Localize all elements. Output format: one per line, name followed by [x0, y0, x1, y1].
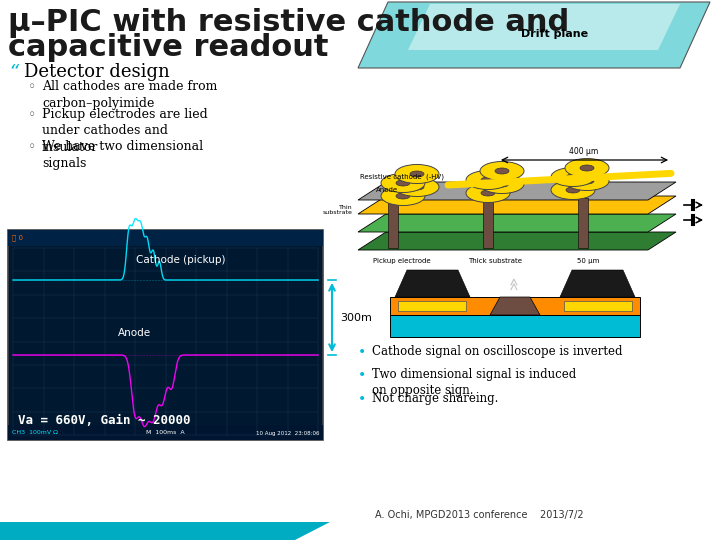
- Text: Cathode (pickup): Cathode (pickup): [137, 255, 226, 265]
- Text: A. Ochi, MPGD2013 conference    2013/7/2: A. Ochi, MPGD2013 conference 2013/7/2: [375, 510, 584, 520]
- Bar: [564, 301, 632, 311]
- Text: “: “: [8, 62, 18, 81]
- Ellipse shape: [580, 178, 594, 184]
- Text: μ–PIC with resistive cathode and: μ–PIC with resistive cathode and: [8, 8, 570, 38]
- Text: ◦: ◦: [28, 140, 36, 154]
- Polygon shape: [358, 182, 676, 200]
- Ellipse shape: [396, 193, 410, 199]
- Bar: [390, 297, 640, 315]
- Polygon shape: [560, 270, 635, 297]
- Text: ◦: ◦: [28, 108, 36, 122]
- Ellipse shape: [566, 174, 580, 180]
- Ellipse shape: [481, 177, 495, 183]
- Ellipse shape: [480, 174, 524, 193]
- Text: Anode: Anode: [376, 187, 398, 193]
- Text: •: •: [358, 368, 366, 382]
- Text: We have two dimensional
signals: We have two dimensional signals: [42, 140, 203, 170]
- Text: CH3  100mV Ω: CH3 100mV Ω: [12, 430, 58, 435]
- Text: Thin
substrate: Thin substrate: [323, 205, 353, 215]
- Polygon shape: [0, 522, 330, 540]
- Text: Va = 660V, Gain ~ 20000: Va = 660V, Gain ~ 20000: [18, 414, 191, 427]
- Polygon shape: [358, 214, 676, 232]
- Text: ⬛ 0: ⬛ 0: [12, 235, 23, 241]
- Ellipse shape: [481, 190, 495, 196]
- Text: Thick substrate: Thick substrate: [468, 258, 522, 264]
- Polygon shape: [490, 297, 540, 315]
- Bar: [388, 198, 398, 248]
- Ellipse shape: [480, 161, 524, 180]
- Ellipse shape: [565, 172, 609, 191]
- Text: •: •: [358, 392, 366, 406]
- Ellipse shape: [551, 167, 595, 186]
- Text: capacitive readout: capacitive readout: [8, 33, 328, 62]
- Bar: [8, 230, 323, 246]
- Ellipse shape: [566, 187, 580, 193]
- Text: 10 Aug 2012  23:08:06: 10 Aug 2012 23:08:06: [256, 430, 319, 435]
- Bar: [8, 230, 323, 440]
- Ellipse shape: [381, 186, 425, 206]
- Text: •: •: [358, 345, 366, 359]
- Text: Detector design: Detector design: [24, 63, 170, 81]
- Text: M  100ms  A: M 100ms A: [145, 430, 184, 435]
- Text: ◦: ◦: [28, 80, 36, 94]
- Ellipse shape: [466, 184, 510, 202]
- Bar: [398, 301, 466, 311]
- Ellipse shape: [580, 165, 594, 171]
- Bar: [390, 315, 640, 337]
- Polygon shape: [358, 196, 676, 214]
- Text: Drift plane: Drift plane: [521, 29, 588, 39]
- Bar: [8, 425, 323, 440]
- Text: 50 μm: 50 μm: [577, 258, 599, 264]
- Text: Pickup electrode: Pickup electrode: [373, 258, 431, 264]
- Ellipse shape: [381, 173, 425, 192]
- Ellipse shape: [410, 184, 424, 190]
- Ellipse shape: [495, 181, 509, 187]
- Text: Pickup electrodes are lied
under cathodes and
insulator: Pickup electrodes are lied under cathode…: [42, 108, 208, 154]
- Ellipse shape: [495, 168, 509, 174]
- Ellipse shape: [551, 180, 595, 199]
- Text: Anode: Anode: [117, 328, 150, 338]
- Ellipse shape: [410, 171, 424, 177]
- Text: Cathode signal on oscilloscope is inverted: Cathode signal on oscilloscope is invert…: [372, 345, 623, 358]
- Text: Two dimensional signal is induced
on opposite sign.: Two dimensional signal is induced on opp…: [372, 368, 576, 397]
- Bar: [483, 198, 493, 248]
- Polygon shape: [358, 2, 710, 68]
- Ellipse shape: [396, 180, 410, 186]
- Polygon shape: [395, 270, 470, 297]
- Text: All cathodes are made from
carbon–polyimide: All cathodes are made from carbon–polyim…: [42, 80, 217, 110]
- Bar: [578, 198, 588, 248]
- Polygon shape: [358, 232, 676, 250]
- Text: 300m: 300m: [340, 313, 372, 323]
- Text: ≫: ≫: [508, 276, 521, 289]
- Ellipse shape: [395, 165, 439, 184]
- Polygon shape: [408, 4, 680, 50]
- Ellipse shape: [466, 171, 510, 190]
- Ellipse shape: [565, 159, 609, 178]
- Text: Resistive cathode  (-HV): Resistive cathode (-HV): [360, 174, 444, 180]
- Ellipse shape: [395, 178, 439, 197]
- Text: 400 μm: 400 μm: [570, 147, 598, 156]
- Text: Not charge shareing.: Not charge shareing.: [372, 392, 498, 405]
